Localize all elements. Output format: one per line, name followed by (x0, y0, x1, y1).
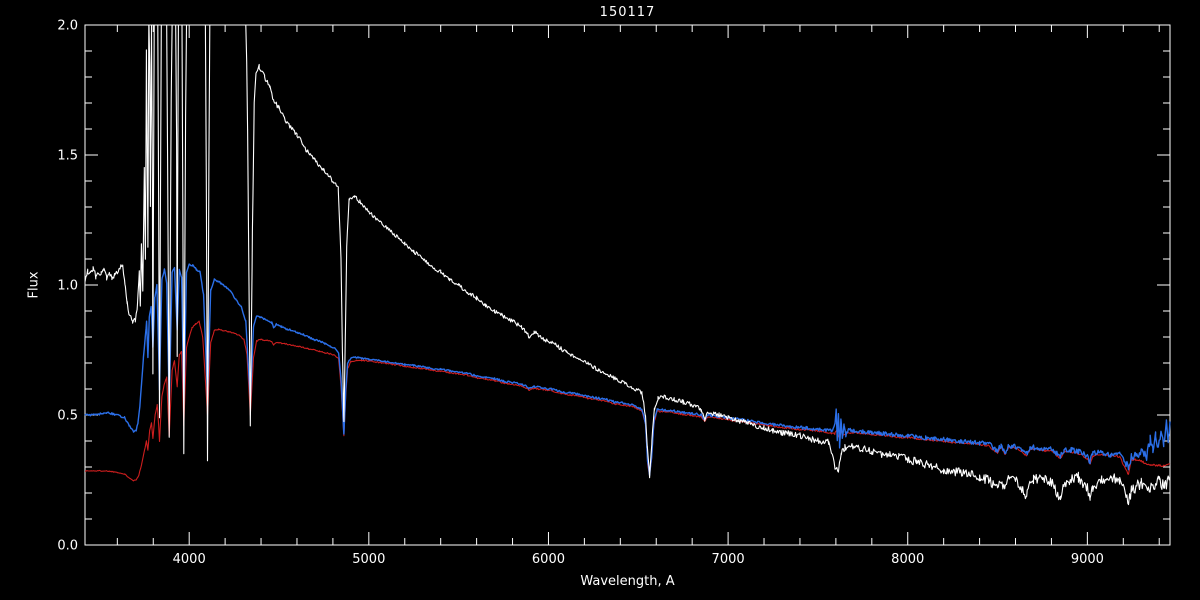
plot-title: 150117 (599, 5, 656, 20)
y-tick-label: 0.0 (57, 539, 78, 554)
series-red-spectrum (85, 320, 1171, 482)
y-tick-label: 1.5 (57, 149, 78, 164)
axis-ticks (85, 25, 1170, 545)
y-tick-label: 2.0 (57, 19, 78, 34)
x-tick-label: 4000 (173, 552, 206, 567)
x-tick-label: 8000 (891, 552, 924, 567)
y-tick-label: 1.0 (57, 279, 78, 294)
x-tick-label: 6000 (532, 552, 565, 567)
x-axis-label: Wavelength, A (580, 574, 675, 589)
x-tick-label: 7000 (712, 552, 745, 567)
y-tick-label: 0.5 (57, 409, 78, 424)
series-blue-spectrum (84, 263, 1171, 477)
y-axis-label: Flux (26, 271, 42, 299)
x-tick-label: 5000 (352, 552, 385, 567)
x-tick-label: 9000 (1071, 552, 1104, 567)
series-white-spectrum (84, 24, 1171, 506)
